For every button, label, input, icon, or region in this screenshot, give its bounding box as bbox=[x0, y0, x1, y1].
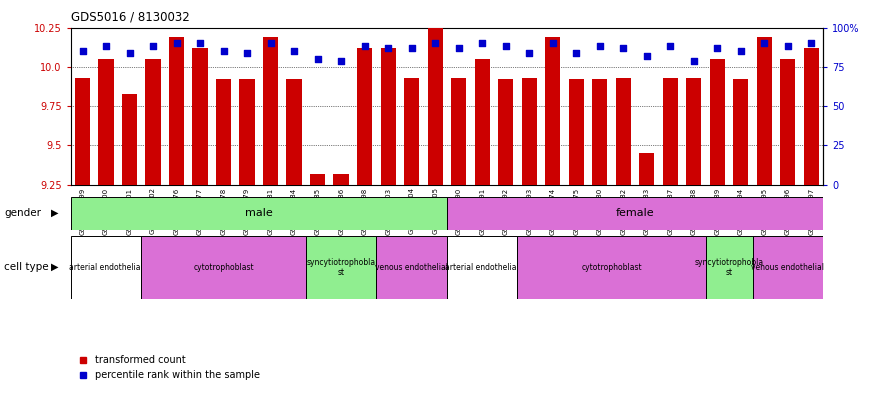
Point bbox=[334, 57, 348, 64]
Text: cytotrophoblast: cytotrophoblast bbox=[193, 263, 254, 272]
Bar bbox=[142, 236, 306, 299]
Point bbox=[287, 48, 301, 54]
Bar bbox=[404, 78, 419, 185]
Point bbox=[569, 50, 583, 56]
Text: cytotrophoblast: cytotrophoblast bbox=[581, 263, 642, 272]
Point bbox=[75, 48, 89, 54]
Bar bbox=[521, 78, 537, 185]
Text: GDS5016 / 8130032: GDS5016 / 8130032 bbox=[71, 10, 189, 23]
Point bbox=[593, 43, 607, 50]
Bar bbox=[263, 37, 278, 185]
Bar bbox=[663, 78, 678, 185]
Point bbox=[122, 50, 136, 56]
Bar bbox=[592, 79, 607, 185]
Text: gender: gender bbox=[4, 208, 42, 218]
Text: ▶: ▶ bbox=[51, 262, 58, 272]
Bar bbox=[75, 78, 90, 185]
Point bbox=[663, 43, 677, 50]
Bar bbox=[71, 236, 142, 299]
Point bbox=[264, 40, 278, 46]
Point bbox=[358, 43, 372, 50]
Point bbox=[311, 56, 325, 62]
Bar bbox=[240, 79, 255, 185]
Bar bbox=[376, 236, 447, 299]
Bar bbox=[781, 59, 796, 185]
Bar bbox=[192, 48, 208, 185]
Bar bbox=[733, 79, 749, 185]
Bar bbox=[568, 79, 584, 185]
Point bbox=[758, 40, 772, 46]
Text: male: male bbox=[245, 208, 273, 218]
Point bbox=[240, 50, 254, 56]
Bar bbox=[145, 59, 161, 185]
Text: syncytiotrophobla
st: syncytiotrophobla st bbox=[306, 257, 376, 277]
Bar bbox=[451, 78, 466, 185]
Point bbox=[475, 40, 489, 46]
Bar bbox=[757, 37, 772, 185]
Bar bbox=[804, 48, 819, 185]
Point bbox=[146, 43, 160, 50]
Point bbox=[546, 40, 560, 46]
Bar bbox=[287, 79, 302, 185]
Bar bbox=[498, 79, 513, 185]
Point bbox=[498, 43, 512, 50]
Bar bbox=[545, 37, 560, 185]
Text: cell type: cell type bbox=[4, 262, 49, 272]
Bar bbox=[381, 48, 396, 185]
Point bbox=[451, 45, 466, 51]
Point bbox=[193, 40, 207, 46]
Bar bbox=[71, 196, 447, 230]
Point bbox=[404, 45, 419, 51]
Point bbox=[781, 43, 795, 50]
Bar bbox=[216, 79, 231, 185]
Point bbox=[734, 48, 748, 54]
Point bbox=[640, 53, 654, 59]
Bar bbox=[98, 59, 113, 185]
Point bbox=[616, 45, 630, 51]
Text: syncytiotrophobla
st: syncytiotrophobla st bbox=[695, 257, 764, 277]
Point bbox=[217, 48, 231, 54]
Text: ▶: ▶ bbox=[51, 208, 58, 218]
Bar bbox=[447, 236, 518, 299]
Point bbox=[522, 50, 536, 56]
Text: arterial endothelial: arterial endothelial bbox=[445, 263, 519, 272]
Bar bbox=[122, 94, 137, 185]
Point bbox=[804, 40, 819, 46]
Bar bbox=[686, 78, 702, 185]
Bar bbox=[705, 236, 752, 299]
Bar bbox=[427, 28, 442, 185]
Bar bbox=[169, 37, 184, 185]
Bar bbox=[518, 236, 705, 299]
Point bbox=[710, 45, 724, 51]
Text: venous endothelial: venous endothelial bbox=[375, 263, 448, 272]
Bar bbox=[310, 174, 326, 185]
Bar bbox=[616, 78, 631, 185]
Bar bbox=[710, 59, 725, 185]
Point bbox=[99, 43, 113, 50]
Legend: transformed count, percentile rank within the sample: transformed count, percentile rank withi… bbox=[75, 352, 264, 384]
Text: venous endothelial: venous endothelial bbox=[751, 263, 824, 272]
Bar bbox=[306, 236, 376, 299]
Bar bbox=[334, 174, 349, 185]
Bar bbox=[474, 59, 489, 185]
Point bbox=[428, 40, 442, 46]
Point bbox=[170, 40, 184, 46]
Text: arterial endothelial: arterial endothelial bbox=[69, 263, 143, 272]
Point bbox=[687, 57, 701, 64]
Point bbox=[381, 45, 396, 51]
Bar bbox=[639, 153, 654, 185]
Bar bbox=[447, 196, 823, 230]
Bar bbox=[752, 236, 823, 299]
Text: female: female bbox=[616, 208, 654, 218]
Bar bbox=[357, 48, 373, 185]
